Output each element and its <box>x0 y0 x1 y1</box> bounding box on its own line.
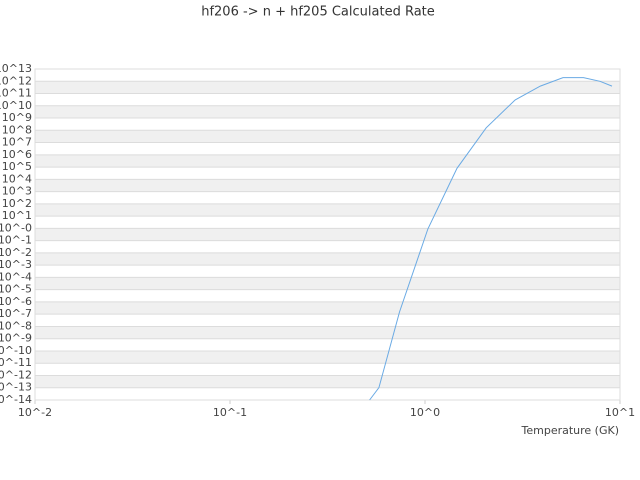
y-tick-label: 10^-12 <box>0 368 32 381</box>
grid-band <box>35 375 620 388</box>
y-tick-label: 10^-1 <box>0 234 32 247</box>
y-tick-label: 10^-11 <box>0 356 32 369</box>
grid-band <box>35 81 620 94</box>
y-tick-label: 10^-6 <box>0 295 32 308</box>
grid-band <box>35 350 620 364</box>
y-tick-label: 10^-5 <box>0 283 32 296</box>
y-tick-label: 10^5 <box>2 160 32 173</box>
data-line <box>369 77 613 401</box>
grid-band <box>35 277 620 290</box>
y-tick-label: 10^-7 <box>0 307 32 320</box>
y-tick-label: 10^3 <box>2 185 32 198</box>
grid-band <box>35 228 620 241</box>
y-tick-label: 10^4 <box>2 172 32 185</box>
y-tick-label: 10^-4 <box>0 270 32 283</box>
y-tick-label: 10^-14 <box>0 393 32 406</box>
x-tick-label: 10^1 <box>605 406 635 419</box>
grid-band <box>35 252 620 266</box>
y-tick-label: 10^10 <box>0 99 32 112</box>
y-tick-label: 10^13 <box>0 62 32 75</box>
grid-band <box>35 130 620 143</box>
y-tick-label: 10^7 <box>2 136 32 149</box>
y-tick-label: 10^2 <box>2 197 32 210</box>
y-tick-label: 10^-13 <box>0 381 32 394</box>
y-tick-label: 10^-0 <box>0 221 32 234</box>
y-tick-label: 10^-10 <box>0 344 32 357</box>
y-tick-label: 10^-2 <box>0 246 32 259</box>
plot-border <box>34 68 621 401</box>
grid-band <box>35 105 620 119</box>
y-tick-label: 10^8 <box>2 123 32 136</box>
y-tick-label: 10^-9 <box>0 332 32 345</box>
grid-band <box>35 203 620 217</box>
grid-band <box>35 179 620 192</box>
grid-band <box>35 301 620 315</box>
x-tick-label: 10^-1 <box>213 406 247 419</box>
x-tick-label: 10^0 <box>410 406 440 419</box>
grid-band <box>35 154 620 168</box>
chart-title: hf206 -> n + hf205 Calculated Rate <box>201 5 435 20</box>
y-tick-label: 10^1 <box>2 209 32 222</box>
y-tick-label: 10^-3 <box>0 258 32 271</box>
y-tick-label: 10^9 <box>2 111 32 124</box>
y-tick-label: 10^11 <box>0 87 32 100</box>
x-tick-label: 10^-2 <box>18 406 52 419</box>
y-tick-label: 10^-8 <box>0 319 32 332</box>
y-tick-label: 10^6 <box>2 148 32 161</box>
grid-band <box>35 326 620 339</box>
y-tick-label: 10^12 <box>0 74 32 87</box>
x-axis-label: Temperature (GK) <box>521 424 620 437</box>
